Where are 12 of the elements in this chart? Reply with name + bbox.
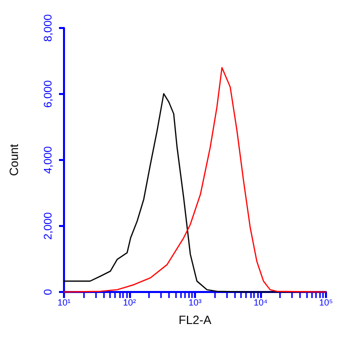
y-tick-label: 4,000: [42, 146, 54, 174]
x-tick-label: 10³: [188, 298, 202, 308]
x-tick-label: 10²: [122, 298, 136, 308]
y-axis-title: Count: [7, 143, 21, 176]
y-tick-label: 2,000: [42, 212, 54, 240]
x-axis-title: FL2-A: [178, 313, 212, 327]
x-tick-label: 10¹: [57, 298, 71, 308]
x-tick-label: 10⁵: [319, 298, 334, 308]
y-tick-label: 8,000: [42, 14, 54, 42]
y-tick-label: 0: [42, 288, 54, 296]
x-tick-label: 10⁴: [254, 298, 268, 308]
y-tick-label: 6,000: [42, 80, 54, 108]
